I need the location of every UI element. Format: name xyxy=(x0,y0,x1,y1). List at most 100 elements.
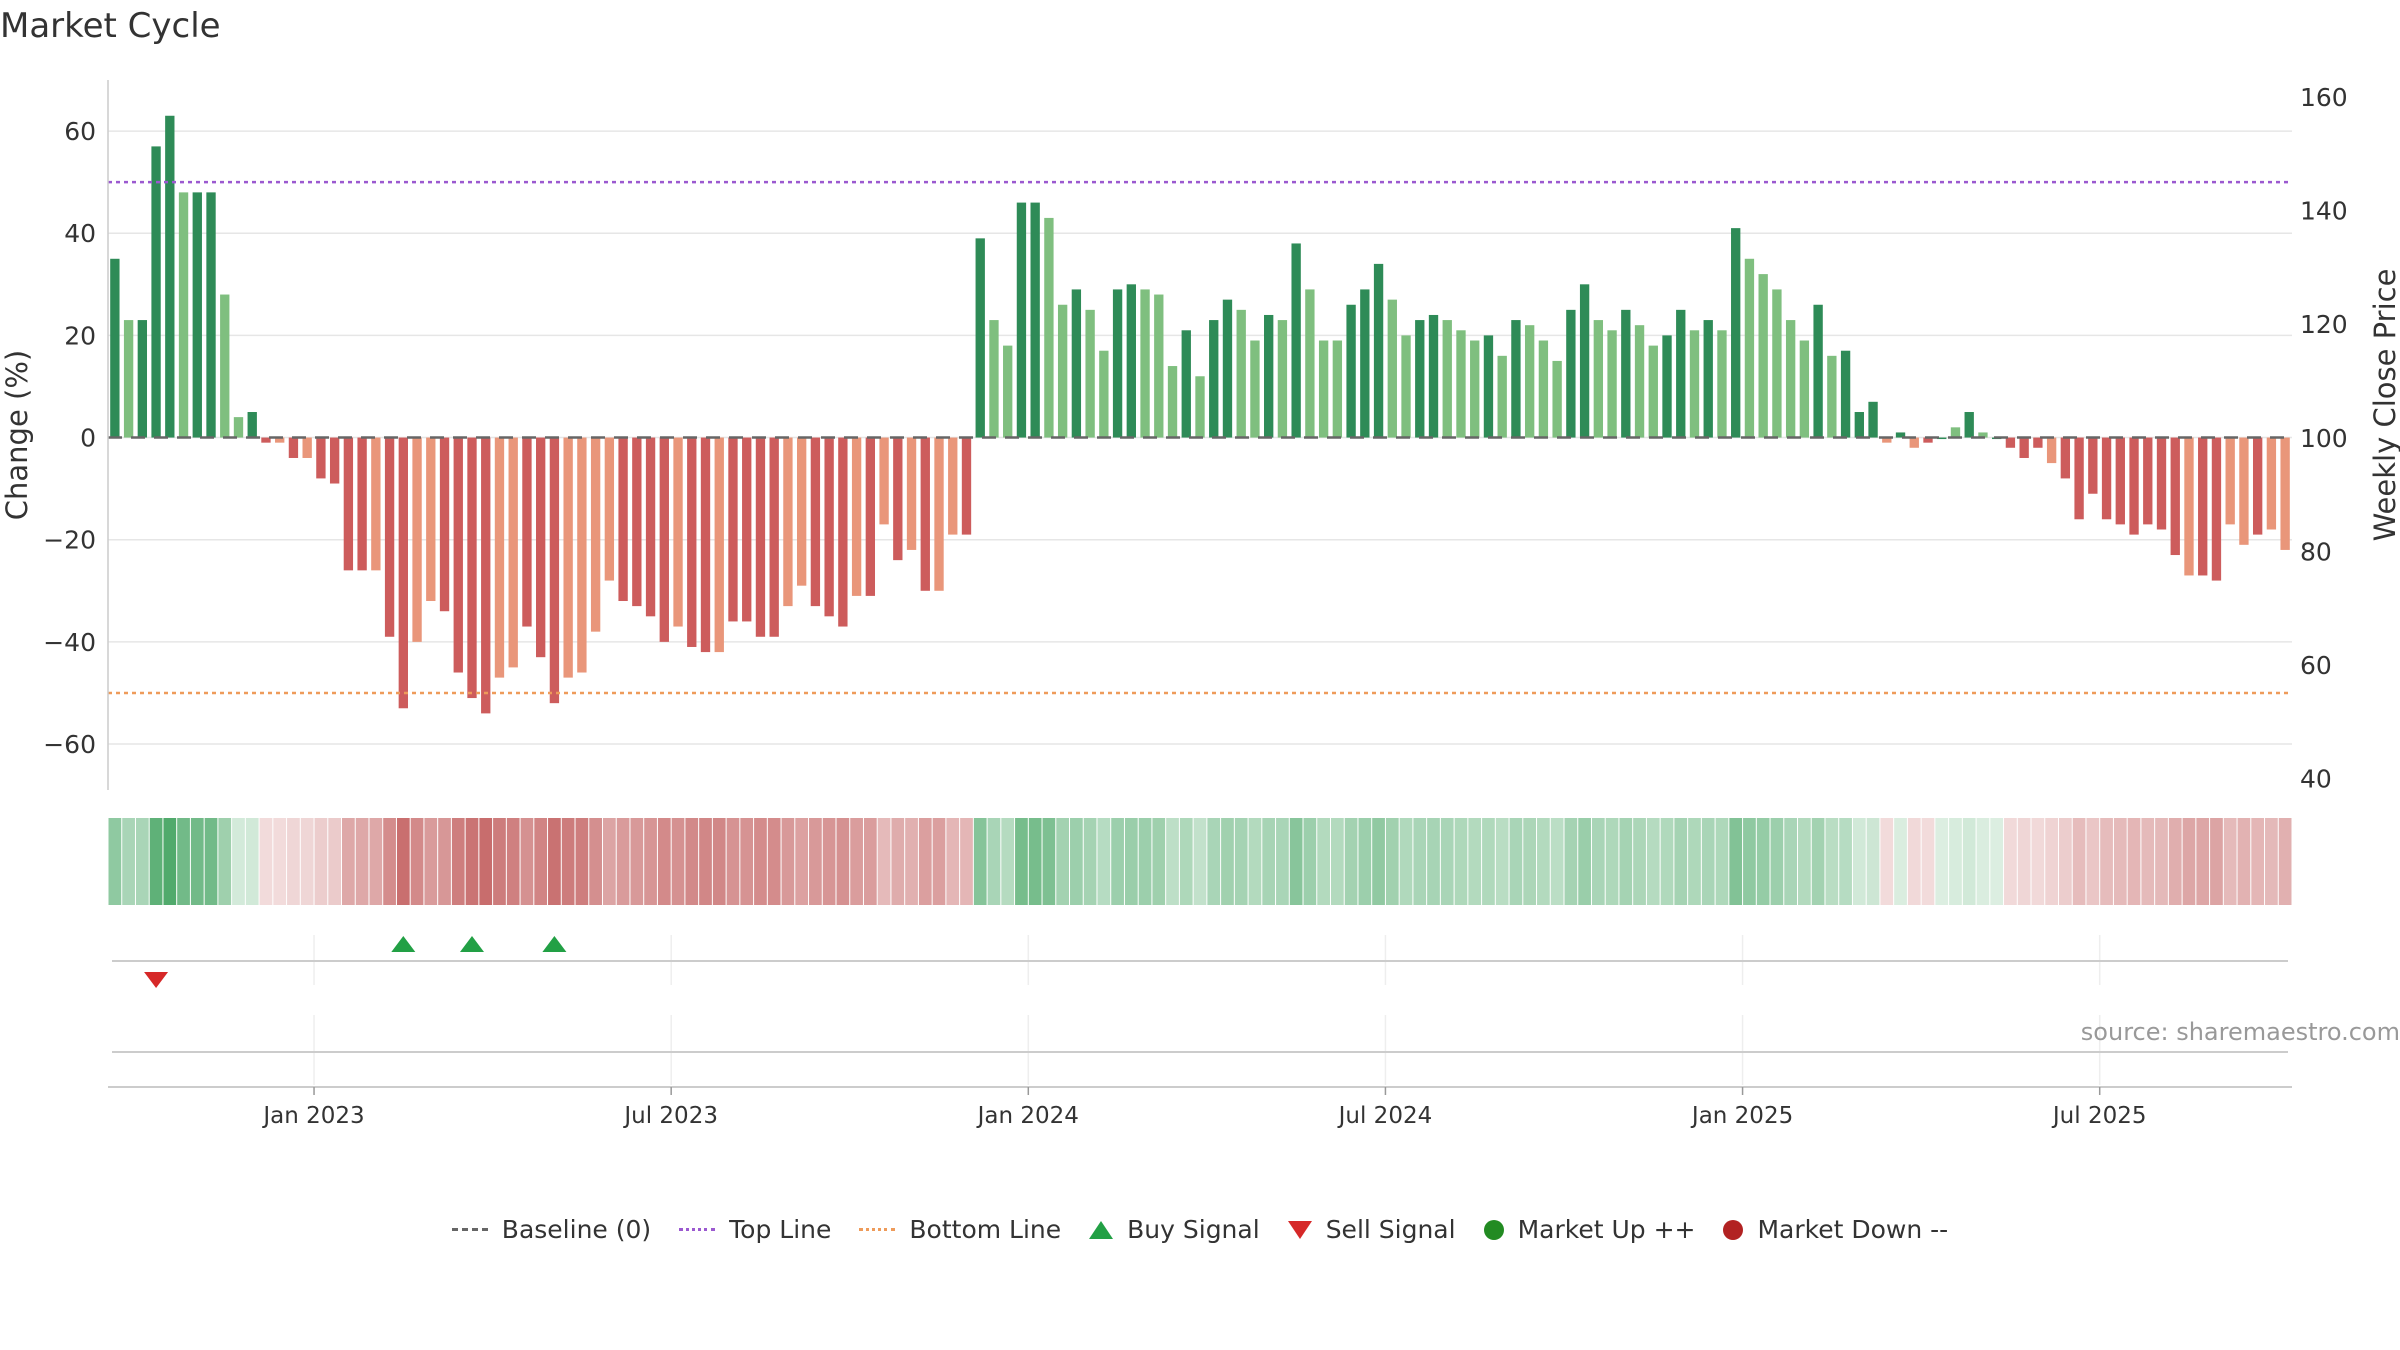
bar xyxy=(1497,355,1507,438)
heatmap-cell xyxy=(1633,818,1646,905)
bar xyxy=(975,238,985,438)
heatmap-cell xyxy=(287,818,300,905)
heatmap-cell xyxy=(204,818,218,905)
heatmap-cell xyxy=(754,818,767,905)
y-tick-label: 60 xyxy=(64,117,96,146)
x-tick-label: Jan 2024 xyxy=(976,1103,1079,1129)
heatmap-cell xyxy=(2278,818,2292,905)
heatmap-cell xyxy=(1138,818,1152,905)
bar xyxy=(357,437,367,571)
heatmap-cell xyxy=(1097,818,1111,905)
bar xyxy=(1415,320,1425,438)
heatmap-cell xyxy=(1111,818,1124,905)
y2-tick-label: 80 xyxy=(2300,537,2332,566)
x-tick-label: Jul 2024 xyxy=(1337,1103,1433,1129)
heatmap-cell xyxy=(383,818,396,905)
heatmap-cell xyxy=(2141,818,2155,905)
y2-tick-label: 120 xyxy=(2300,310,2348,339)
bar xyxy=(247,412,257,438)
bar xyxy=(838,437,848,627)
heatmap-cell xyxy=(1935,818,1949,905)
bar xyxy=(2129,437,2139,535)
bar xyxy=(151,146,161,438)
reference-lines xyxy=(108,180,2292,695)
heatmap-cell xyxy=(2223,818,2237,905)
source-credit: source: sharemaestro.com xyxy=(2080,1018,2400,1046)
bar xyxy=(1209,320,1219,438)
bar xyxy=(371,437,381,571)
bar xyxy=(1524,325,1535,438)
heatmap-cell xyxy=(259,818,273,905)
bar xyxy=(1895,432,1906,438)
heatmap-cell xyxy=(1482,818,1495,905)
heatmap-cell xyxy=(1083,818,1097,905)
bar xyxy=(1937,437,1947,440)
bar xyxy=(1634,325,1645,438)
bar xyxy=(2170,437,2180,556)
legend-label: Market Up ++ xyxy=(1517,1215,1696,1244)
heatmap-cell xyxy=(328,818,342,905)
heatmap-cell xyxy=(1070,818,1083,905)
bar xyxy=(1964,412,1974,438)
bar xyxy=(1277,320,1288,438)
bar xyxy=(851,437,862,596)
bar xyxy=(2184,437,2194,576)
bar xyxy=(1717,330,1727,438)
bar xyxy=(2115,437,2125,525)
heatmap-cell xyxy=(685,818,699,905)
heatmap-cell xyxy=(781,818,795,905)
heatmap-cell xyxy=(342,818,355,905)
heatmap-cell xyxy=(1042,818,1056,905)
legend-item: Baseline (0) xyxy=(451,1215,651,1244)
heatmap-cell xyxy=(822,818,836,905)
bar xyxy=(522,437,532,627)
heatmap-cell xyxy=(2072,818,2086,905)
axes: −60 −40 −20 0 20 40 60 40 60 80 100 120 140 160 Change… xyxy=(0,80,2400,794)
bar xyxy=(934,437,944,591)
heatmap-cell xyxy=(1372,818,1385,905)
heatmap-cell xyxy=(1276,818,1289,905)
heatmap-cell xyxy=(1976,818,1990,905)
heatmap-cell xyxy=(767,818,781,905)
heatmap-cell xyxy=(932,818,946,905)
bar xyxy=(728,437,738,622)
bar xyxy=(1470,340,1480,438)
legend-label: Market Down -- xyxy=(1757,1215,1949,1244)
bar xyxy=(1428,314,1439,438)
bar xyxy=(398,437,408,709)
heatmap-cell xyxy=(1468,818,1482,905)
heatmap-cell xyxy=(1550,818,1564,905)
bar xyxy=(1250,340,1260,438)
bar xyxy=(2143,437,2153,525)
bar xyxy=(1003,345,1013,438)
bar xyxy=(1318,340,1329,438)
legend-label: Bottom Line xyxy=(909,1215,1062,1244)
heatmap-cell xyxy=(602,818,616,905)
bar xyxy=(1442,320,1452,438)
heatmap-cell xyxy=(506,818,520,905)
bar xyxy=(1731,228,1741,438)
heatmap-cell xyxy=(863,818,877,905)
heatmap-cell xyxy=(1921,818,1935,905)
bar xyxy=(948,437,958,535)
signal-panel xyxy=(112,935,2288,1085)
y2-axis-title: Weekly Close Price xyxy=(2368,269,2400,542)
bar xyxy=(2156,437,2167,530)
bar xyxy=(233,417,244,438)
bar xyxy=(1291,243,1301,438)
legend-symbol-dotted-purple xyxy=(679,1228,716,1231)
y2-tick-label: 40 xyxy=(2300,765,2332,794)
bar xyxy=(1346,304,1356,438)
bar xyxy=(1483,335,1494,438)
heatmap-cell xyxy=(1866,818,1880,905)
bar xyxy=(1071,289,1082,438)
heatmap-cell xyxy=(1427,818,1440,905)
heatmap-cell xyxy=(795,818,809,905)
legend-symbol-circle-green xyxy=(1483,1219,1504,1240)
bar xyxy=(2033,437,2043,448)
y2-tick-label: 160 xyxy=(2300,83,2348,112)
heatmap-cell xyxy=(1056,818,1070,905)
heatmap-cell xyxy=(2168,818,2182,905)
bar xyxy=(1827,355,1837,438)
